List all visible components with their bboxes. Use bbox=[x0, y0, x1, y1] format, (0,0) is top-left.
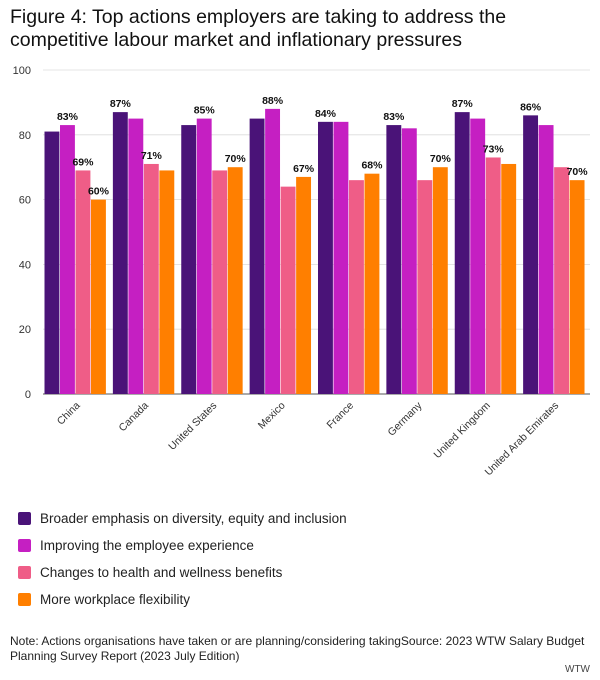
data-label: 68% bbox=[361, 160, 383, 172]
bar-united-states-series-2 bbox=[196, 118, 212, 394]
data-label: 85% bbox=[194, 105, 216, 117]
data-label: 73% bbox=[483, 143, 505, 155]
bar-china-series-4 bbox=[91, 199, 106, 394]
x-tick-label: Canada bbox=[117, 400, 152, 435]
brand-label: WTW bbox=[565, 664, 590, 675]
source-note: Note: Actions organisations have taken o… bbox=[10, 634, 585, 663]
bar-canada-series-2 bbox=[128, 118, 144, 394]
data-label: 70% bbox=[567, 166, 589, 178]
bar-china-series-1 bbox=[44, 131, 60, 394]
data-label: 70% bbox=[430, 153, 452, 165]
y-tick-label: 40 bbox=[19, 259, 31, 271]
bar-united-kingdom-series-1 bbox=[454, 112, 470, 394]
bar-mexico-series-2 bbox=[265, 108, 281, 394]
bar-china-series-2 bbox=[60, 125, 75, 394]
bar-united-states-series-4 bbox=[227, 167, 243, 394]
y-tick-label: 0 bbox=[25, 389, 31, 401]
bar-united-arab-emirates-series-1 bbox=[523, 115, 539, 395]
bar-united-kingdom-series-2 bbox=[470, 118, 486, 394]
data-label: 83% bbox=[383, 111, 405, 123]
data-label: 83% bbox=[57, 111, 79, 123]
data-label: 71% bbox=[141, 150, 163, 162]
data-label: 87% bbox=[452, 98, 474, 110]
data-label: 87% bbox=[110, 98, 132, 110]
bar-united-kingdom-series-4 bbox=[501, 163, 517, 394]
data-label: 88% bbox=[262, 95, 284, 107]
data-label: 60% bbox=[88, 186, 110, 198]
bar-united-kingdom-series-3 bbox=[485, 157, 501, 394]
bar-mexico-series-3 bbox=[280, 186, 296, 394]
x-tick-label: Germany bbox=[385, 399, 425, 439]
data-label: 86% bbox=[520, 101, 542, 113]
bar-canada-series-3 bbox=[143, 163, 159, 394]
y-tick-label: 80 bbox=[19, 130, 31, 142]
legend-label: More workplace flexibility bbox=[40, 592, 191, 607]
data-label: 67% bbox=[293, 163, 315, 175]
data-label: 69% bbox=[72, 156, 94, 168]
x-tick-label: France bbox=[325, 400, 357, 432]
bar-mexico-series-4 bbox=[296, 176, 312, 394]
bar-chart: 0 20 40 60 80 100 China Canada United States Mexi… bbox=[13, 65, 590, 479]
bar-united-arab-emirates-series-3 bbox=[554, 167, 570, 394]
legend-label: Changes to health and wellness benefits bbox=[40, 565, 283, 580]
legend-swatch bbox=[18, 539, 31, 552]
bar-canada-series-4 bbox=[159, 170, 175, 394]
bar-mexico-series-1 bbox=[249, 118, 265, 394]
data-label: 70% bbox=[225, 153, 247, 165]
bar-united-states-series-3 bbox=[212, 170, 228, 394]
bar-united-states-series-1 bbox=[181, 125, 197, 394]
x-tick-label: United States bbox=[166, 400, 219, 453]
bar-united-arab-emirates-series-2 bbox=[538, 125, 554, 394]
bar-canada-series-1 bbox=[112, 112, 128, 394]
bar-france-series-2 bbox=[333, 121, 349, 394]
bar-germany-series-3 bbox=[417, 180, 433, 394]
y-tick-label: 60 bbox=[19, 195, 31, 207]
bar-germany-series-4 bbox=[432, 167, 448, 394]
legend-label: Improving the employee experience bbox=[40, 538, 254, 553]
x-tick-label: China bbox=[55, 400, 83, 428]
bar-france-series-4 bbox=[364, 173, 380, 394]
x-tick-label: United Arab Emirates bbox=[483, 400, 562, 479]
legend-item: Broader emphasis on diversity, equity an… bbox=[18, 505, 347, 532]
legend-item: Improving the employee experience bbox=[18, 532, 347, 559]
bar-france-series-1 bbox=[318, 121, 333, 394]
chart-legend: Broader emphasis on diversity, equity an… bbox=[18, 505, 347, 613]
bar-france-series-3 bbox=[349, 180, 364, 394]
y-tick-label: 100 bbox=[13, 65, 31, 77]
bar-china-series-3 bbox=[75, 170, 91, 394]
bar-germany-series-2 bbox=[401, 128, 417, 394]
bar-united-arab-emirates-series-4 bbox=[569, 180, 585, 394]
data-label: 84% bbox=[315, 108, 337, 120]
y-tick-label: 20 bbox=[19, 324, 31, 336]
legend-swatch bbox=[18, 593, 31, 606]
x-tick-label: United Kingdom bbox=[432, 399, 493, 460]
chart-title: Figure 4: Top actions employers are taki… bbox=[10, 6, 507, 51]
bar-germany-series-1 bbox=[386, 125, 402, 394]
legend-swatch bbox=[18, 512, 31, 525]
legend-item: Changes to health and wellness benefits bbox=[18, 559, 347, 586]
legend-swatch bbox=[18, 566, 31, 579]
x-tick-label: Mexico bbox=[256, 400, 288, 432]
legend-label: Broader emphasis on diversity, equity an… bbox=[40, 511, 347, 526]
legend-item: More workplace flexibility bbox=[18, 586, 347, 613]
